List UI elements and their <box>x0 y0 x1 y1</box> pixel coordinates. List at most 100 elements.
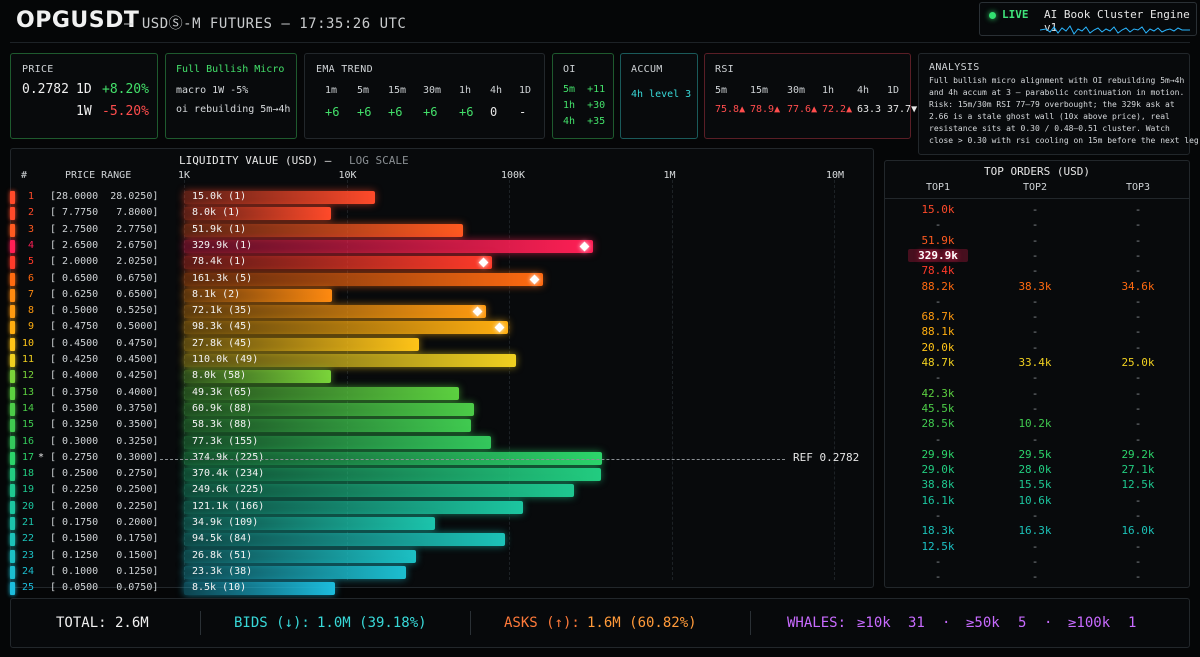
top-order-cell: - <box>1031 310 1039 324</box>
liquidity-bar <box>184 354 516 367</box>
tf-1d: 1D <box>76 82 92 97</box>
top-order-cell: 29.5k <box>1018 447 1052 461</box>
top-order-cell: - <box>1031 509 1039 522</box>
bar-value-label: 121.1k (166) <box>192 500 265 512</box>
micro-line1: macro 1W -5% <box>176 85 249 96</box>
symbol-title: OPGUSDT <box>16 8 140 33</box>
ema-value: +6 <box>459 105 474 119</box>
ema-timeframe: 15m <box>388 85 407 96</box>
row-price-range: [ 0.2500 0.2750] <box>50 468 159 480</box>
row-number: 15 <box>21 419 34 431</box>
rsi-timeframe: 15m <box>750 85 769 96</box>
top-order-cell: 88.2k <box>921 279 955 293</box>
chart-scale-label: LOG SCALE <box>349 154 409 167</box>
analysis-line: and 4h accum at 3 — parabolic continuati… <box>929 88 1185 97</box>
row-color-swatch <box>10 370 15 384</box>
top-order-cell: - <box>1031 218 1039 232</box>
liquidity-bar <box>184 386 460 400</box>
rsi-label: RSI <box>715 64 734 75</box>
top-order-cell: - <box>1031 203 1039 216</box>
top-order-cell: - <box>1134 554 1142 568</box>
bar-value-label: 110.0k (49) <box>192 354 259 365</box>
row-number: 16 <box>21 435 34 447</box>
top-orders-col-header: TOP2 <box>1022 182 1048 193</box>
footer-separator <box>750 611 751 635</box>
top-order-cell: 42.3k <box>921 386 955 400</box>
row-number: 8 <box>27 305 34 317</box>
top-order-cell: 38.3k <box>1018 279 1052 293</box>
row-price-range: [ 2.6500 2.6750] <box>50 239 159 251</box>
top-order-cell: - <box>1134 401 1142 415</box>
row-number: 13 <box>21 386 34 398</box>
ema-value: +6 <box>325 105 340 119</box>
axis-gridline <box>671 180 673 580</box>
top-order-cell: 12.5k <box>1121 478 1155 492</box>
top-order-cell: 28.0k <box>1018 463 1052 477</box>
top-orders-col-header: TOP3 <box>1125 182 1151 193</box>
rsi-panel: RSI 5m 15m 30m 1h 4h 1D 75.8▲ 78.9▲ 77.6▲ 72.2▲ 63… <box>704 53 917 139</box>
top-order-cell: 45.5k <box>921 401 955 415</box>
top-order-cell: - <box>1134 294 1142 308</box>
bar-value-label: 34.9k (109) <box>192 517 259 528</box>
footer-summary: TOTAL: 2.6M BIDS (↓): 1.0M (39.18%) ASKS… <box>10 598 1190 648</box>
liquidity-bar <box>184 207 331 221</box>
row-number: 22 <box>21 533 34 545</box>
row-color-swatch <box>10 305 15 319</box>
top-order-cell: - <box>1031 570 1039 584</box>
top-orders-col-header: TOP1 <box>925 182 951 193</box>
row-color-swatch <box>10 386 15 400</box>
top-order-cell: 29.9k <box>921 447 955 461</box>
row-color-swatch <box>10 272 15 286</box>
row-number: 12 <box>21 370 34 382</box>
analysis-label: ANALYSIS <box>929 62 980 73</box>
row-price-range: [ 0.1500 0.1750] <box>50 533 159 545</box>
liquidity-bar <box>184 484 574 498</box>
oi-panel: OI 5m +11 1h +30 4h +35 <box>552 53 614 139</box>
top-order-cell: 29.2k <box>1121 447 1155 461</box>
liquidity-bar <box>184 435 491 449</box>
liquidity-bar <box>184 565 407 579</box>
bar-value-label: 329.9k (1) <box>192 239 253 251</box>
rsi-value: 77.6▲ <box>787 104 818 115</box>
col-hash-header: # <box>21 170 28 181</box>
row-color-swatch <box>10 402 15 416</box>
bar-value-label: 23.3k (38) <box>192 565 253 577</box>
live-label: LIVE <box>1002 8 1029 21</box>
row-color-swatch <box>10 239 15 253</box>
row-number: 20 <box>21 500 34 512</box>
liquidity-bar <box>184 256 492 270</box>
rsi-value: 72.2▲ <box>822 104 853 115</box>
rsi-timeframe: 4h <box>857 85 870 96</box>
rsi-timeframe: 1h <box>822 85 835 96</box>
row-price-range: [ 0.0500 0.0750] <box>50 582 159 594</box>
bids-value: 1.0M (39.18%) <box>317 615 427 631</box>
accum-label: ACCUM <box>631 64 663 75</box>
top-order-cell: - <box>934 570 942 584</box>
rsi-value: 75.8▲ <box>715 104 746 115</box>
accum-value: 4h level 3 <box>631 89 692 100</box>
row-number: 18 <box>21 468 34 480</box>
top-order-cell: - <box>1031 386 1039 400</box>
ema-timeframe: 1m <box>325 85 338 96</box>
chart-title: LIQUIDITY VALUE (USD) — <box>179 154 332 167</box>
bar-value-label: 8.5k (10) <box>192 582 247 594</box>
row-number: 6 <box>27 272 34 284</box>
top-order-cell: - <box>1134 539 1142 553</box>
row-price-range: [ 0.3750 0.4000] <box>50 386 159 398</box>
row-price-range: [ 0.4500 0.4750] <box>50 337 159 349</box>
top-order-cell: - <box>1134 310 1142 324</box>
row-color-swatch <box>10 468 15 482</box>
axis-tick-label: 1K <box>178 170 191 181</box>
top-order-cell: - <box>1134 570 1142 584</box>
top-order-cell: 38.8k <box>921 478 955 492</box>
row-color-swatch <box>10 321 15 335</box>
market-subtitle: — USDⓈ-M FUTURES — 17:35:26 UTC <box>124 16 407 32</box>
analysis-line: close > 0.30 with rsi cooling on 15m bef… <box>929 136 1200 145</box>
top-order-cell: 28.5k <box>921 417 955 431</box>
top-order-cell: - <box>1031 371 1039 385</box>
bar-value-label: 77.3k (155) <box>192 435 259 447</box>
top-order-cell: - <box>1031 233 1039 247</box>
row-color-swatch <box>10 337 15 351</box>
row-price-range: [ 2.0000 2.0250] <box>50 256 159 268</box>
liquidity-bar <box>184 500 523 514</box>
